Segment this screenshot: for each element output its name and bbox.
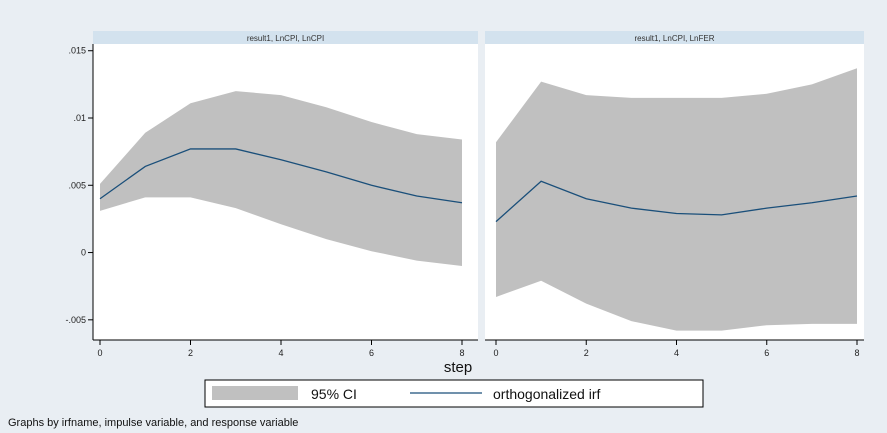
x-tick-label: 2	[188, 348, 193, 358]
ci-band	[100, 91, 462, 266]
x-tick-label: 6	[369, 348, 374, 358]
y-tick-label: .015	[68, 46, 86, 56]
panel-left: result1, LnCPI, LnCPI	[93, 31, 478, 340]
legend: 95% CI orthogonalized irf	[204, 379, 704, 408]
legend-irf-label: orthogonalized irf	[493, 386, 601, 402]
y-axis: -.005 0 .005 .01 .015	[65, 44, 94, 340]
ci-band	[496, 68, 857, 331]
x-tick-label: 6	[764, 348, 769, 358]
legend-ci-label: 95% CI	[311, 386, 357, 402]
x-axis-right: 0 2 4 6 8	[485, 339, 864, 358]
panel-right-title: result1, LnCPI, LnFER	[634, 34, 714, 43]
x-axis-left: 0 2 4 6 8	[93, 339, 478, 358]
irf-line	[99, 148, 463, 204]
panel-right-header	[485, 31, 864, 44]
panel-left-title: result1, LnCPI, LnCPI	[247, 34, 324, 43]
x-tick-label: 8	[459, 348, 464, 358]
y-tick-label: 0	[81, 248, 86, 258]
y-tick-label: -.005	[65, 315, 86, 325]
x-tick-label: 0	[97, 348, 102, 358]
x-tick-label: 4	[674, 348, 679, 358]
graph-note: Graphs by irfname, impulse variable, and…	[8, 417, 298, 429]
x-tick-label: 8	[854, 348, 859, 358]
panel-right-marks	[495, 68, 858, 331]
legend-ci-swatch	[212, 386, 298, 400]
x-tick-label: 2	[584, 348, 589, 358]
y-tick-label: .01	[73, 113, 86, 123]
x-tick-label: 0	[493, 348, 498, 358]
y-tick-label: .005	[68, 180, 86, 190]
irf-line	[495, 180, 858, 223]
x-tick-label: 4	[278, 348, 283, 358]
x-axis-title: step	[444, 359, 472, 376]
panel-left-header	[93, 31, 478, 44]
panel-left-marks	[99, 91, 463, 266]
panel-right: result1, LnCPI, LnFER	[485, 31, 864, 340]
